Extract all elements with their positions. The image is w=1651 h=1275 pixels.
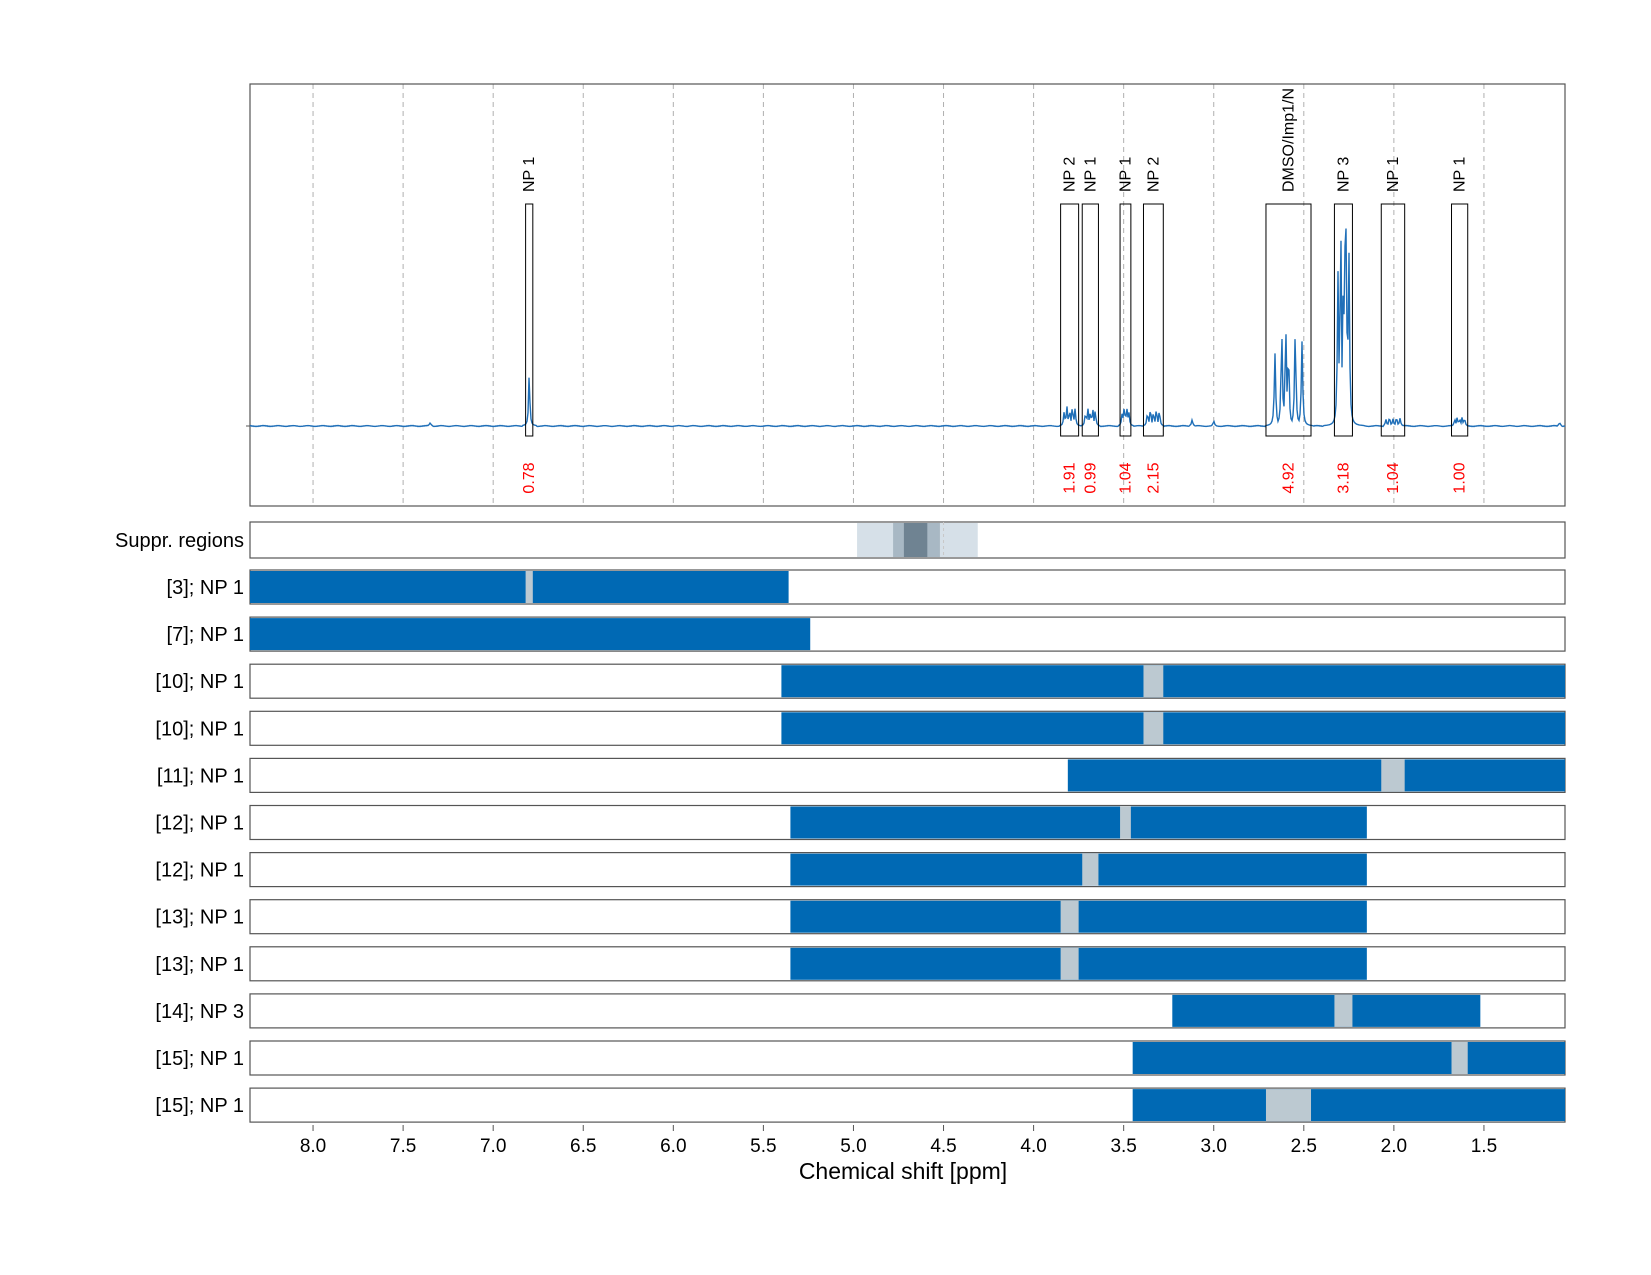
peak-label: NP 1 xyxy=(521,157,538,192)
row-label: [11]; NP 1 xyxy=(157,765,244,787)
peak-region-box xyxy=(1380,203,1406,437)
assignment-bar xyxy=(781,712,1565,745)
row-label: [13]; NP 1 xyxy=(155,954,244,976)
peak-label: NP 3 xyxy=(1335,157,1352,192)
assignment-bar xyxy=(790,853,1367,886)
x-tick-label: 4.0 xyxy=(1020,1136,1046,1157)
assignment-bar xyxy=(781,665,1565,698)
peak-region-box xyxy=(525,203,534,437)
x-tick-label: 5.0 xyxy=(840,1136,866,1157)
x-tick-label: 2.0 xyxy=(1381,1136,1407,1157)
spectrum-panel: NP 1 0.78 NP 2 1.91 NP 1 0.99 NP 1 1.04 NP 2 2.15… xyxy=(246,83,1566,507)
assignment-gap xyxy=(1082,853,1099,886)
assignment-gap xyxy=(1381,759,1405,792)
spectrum-line xyxy=(249,228,1566,428)
integral-value: 3.18 xyxy=(1335,462,1352,493)
assignment-bar xyxy=(1132,1089,1565,1122)
x-tick-label: 2.5 xyxy=(1291,1136,1317,1157)
integral-value: 0.78 xyxy=(521,462,538,493)
assignment-gap xyxy=(1334,994,1353,1027)
row-label: [3]; NP 1 xyxy=(167,577,244,599)
peak-label: NP 2 xyxy=(1062,157,1079,192)
integral-value: 1.04 xyxy=(1385,462,1402,493)
integral-value: 2.15 xyxy=(1145,462,1162,493)
integral-value: 0.99 xyxy=(1082,462,1099,493)
peak-region-box xyxy=(1119,203,1132,437)
assignment-bar xyxy=(1067,759,1565,792)
row-label: [7]; NP 1 xyxy=(167,624,244,646)
assignment-gap xyxy=(1120,806,1131,839)
assignment-gap xyxy=(1143,712,1164,745)
suppr-region-dark xyxy=(903,523,928,557)
assignment-gap xyxy=(1060,900,1079,933)
x-tick-label: 6.5 xyxy=(570,1136,596,1157)
row-label: [12]; NP 1 xyxy=(155,813,244,835)
x-tick-label: 3.5 xyxy=(1110,1136,1136,1157)
peak-label: NP 1 xyxy=(1117,157,1134,192)
grid-lines xyxy=(312,84,1485,506)
spectrum-frame xyxy=(249,83,1566,507)
assignment-bar xyxy=(1132,1042,1565,1074)
peak-label: DMSO/Imp1/N xyxy=(1280,88,1297,192)
assignment-bar xyxy=(1172,994,1481,1027)
x-tick-label: 1.5 xyxy=(1471,1136,1497,1157)
assignment-gap xyxy=(1265,1089,1312,1122)
peak-region-box xyxy=(1142,203,1164,437)
row-label: [13]; NP 1 xyxy=(155,907,244,929)
assignment-gap xyxy=(1143,665,1164,698)
integral-value: 4.92 xyxy=(1280,462,1297,493)
row-label: [15]; NP 1 xyxy=(155,1095,244,1117)
assignment-bar xyxy=(790,806,1367,839)
integral-value: 1.00 xyxy=(1452,462,1469,493)
peak-region-box xyxy=(1265,203,1312,437)
x-tick-label: 8.0 xyxy=(300,1136,326,1157)
integral-value: 1.91 xyxy=(1062,462,1079,493)
row-label: [14]; NP 3 xyxy=(155,1001,244,1023)
suppression-regions-panel: Suppr. regions xyxy=(115,521,1566,559)
row-label: [10]; NP 1 xyxy=(155,671,244,693)
x-tick-label: 4.5 xyxy=(930,1136,956,1157)
row-label: [12]; NP 1 xyxy=(155,860,244,882)
x-axis-title: Chemical shift [ppm] xyxy=(799,1158,1007,1184)
peak-label: NP 1 xyxy=(1082,157,1099,192)
peak-region-box xyxy=(1333,203,1353,437)
peak-label: NP 1 xyxy=(1452,157,1469,192)
x-tick-label: 3.0 xyxy=(1201,1136,1227,1157)
x-tick-label: 7.0 xyxy=(480,1136,506,1157)
x-tick-label: 6.0 xyxy=(660,1136,686,1157)
row-label: [15]; NP 1 xyxy=(155,1048,244,1070)
x-tick-label: 5.5 xyxy=(750,1136,776,1157)
peak-region-box xyxy=(1081,203,1099,437)
assignment-bar xyxy=(250,618,811,651)
x-axis: 8.0 7.5 7.0 6.5 6.0 5.5 5.0 4.5 4.0 3.5 3.0 2.5 2.0 1… xyxy=(300,1125,1497,1157)
peak-region-box xyxy=(1451,203,1469,437)
assignment-gap xyxy=(1451,1042,1468,1074)
x-tick-label: 7.5 xyxy=(390,1136,416,1157)
row-label: [10]; NP 1 xyxy=(155,718,244,740)
row-label: Suppr. regions xyxy=(115,530,244,552)
assignment-gap xyxy=(1060,947,1079,980)
integral-value: 1.04 xyxy=(1117,462,1134,493)
peak-region-box xyxy=(1060,203,1080,437)
assignment-gap xyxy=(525,571,533,603)
assignment-rows: [3]; NP 1 [7]; NP 1 [10]; NP 1 [10]; NP 1 [1… xyxy=(155,569,1566,1123)
peak-label: NP 1 xyxy=(1385,157,1402,192)
assignment-bar xyxy=(250,571,789,603)
peak-label: NP 2 xyxy=(1145,157,1162,192)
